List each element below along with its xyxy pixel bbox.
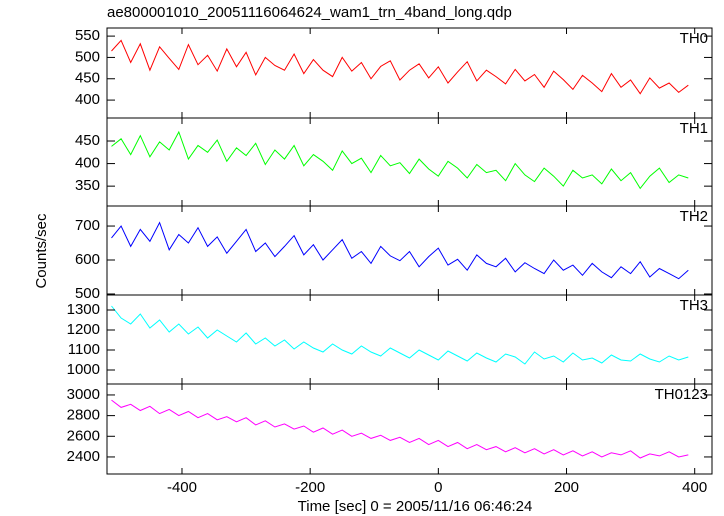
y-tick-label: 3000 [67, 386, 100, 403]
series-line [111, 39, 689, 95]
series-line [111, 305, 689, 365]
y-tick-label: 400 [75, 155, 100, 172]
panel-frame [106, 117, 713, 207]
series-line [111, 130, 689, 190]
series-label: TH3 [680, 297, 708, 314]
x-tick-label: -400 [167, 479, 197, 496]
series-line [111, 221, 689, 280]
y-tick-label: 450 [75, 132, 100, 149]
x-tick-label: -200 [295, 479, 325, 496]
y-axis-label: Counts/sec [33, 213, 50, 289]
series-label: TH2 [680, 208, 708, 225]
panel-frame [106, 383, 713, 475]
y-tick-label: 1200 [67, 321, 100, 338]
x-tick-label: 0 [434, 479, 442, 496]
panel-frame [106, 294, 713, 385]
y-tick-label: 450 [75, 70, 100, 87]
y-tick-label: 1100 [68, 341, 100, 358]
series-label: TH0 [680, 30, 708, 47]
series-label: TH1 [680, 120, 708, 137]
y-tick-label: 700 [75, 217, 100, 234]
y-tick-label: 350 [75, 177, 100, 194]
x-axis-label: Time [sec] 0 = 2005/11/16 06:46:24 [298, 498, 533, 515]
y-tick-label: 2800 [67, 407, 100, 424]
panel-frame [106, 27, 713, 119]
y-tick-label: 1300 [67, 301, 100, 318]
y-tick-label: 500 [75, 48, 100, 65]
y-tick-label: 2400 [67, 448, 100, 465]
y-tick-label: 2600 [67, 427, 100, 444]
x-tick-label: 400 [682, 479, 707, 496]
y-tick-label: 500 [75, 285, 100, 302]
y-tick-label: 1000 [67, 361, 100, 378]
y-tick-label: 600 [75, 251, 100, 268]
y-tick-label: 400 [75, 91, 100, 108]
series-line [111, 399, 689, 459]
series-label: TH0123 [655, 386, 708, 403]
chart-title: ae800001010_20051116064624_wam1_trn_4ban… [107, 4, 512, 21]
x-tick-label: 200 [554, 479, 579, 496]
panel-frame [106, 205, 713, 296]
y-tick-label: 550 [75, 27, 100, 44]
